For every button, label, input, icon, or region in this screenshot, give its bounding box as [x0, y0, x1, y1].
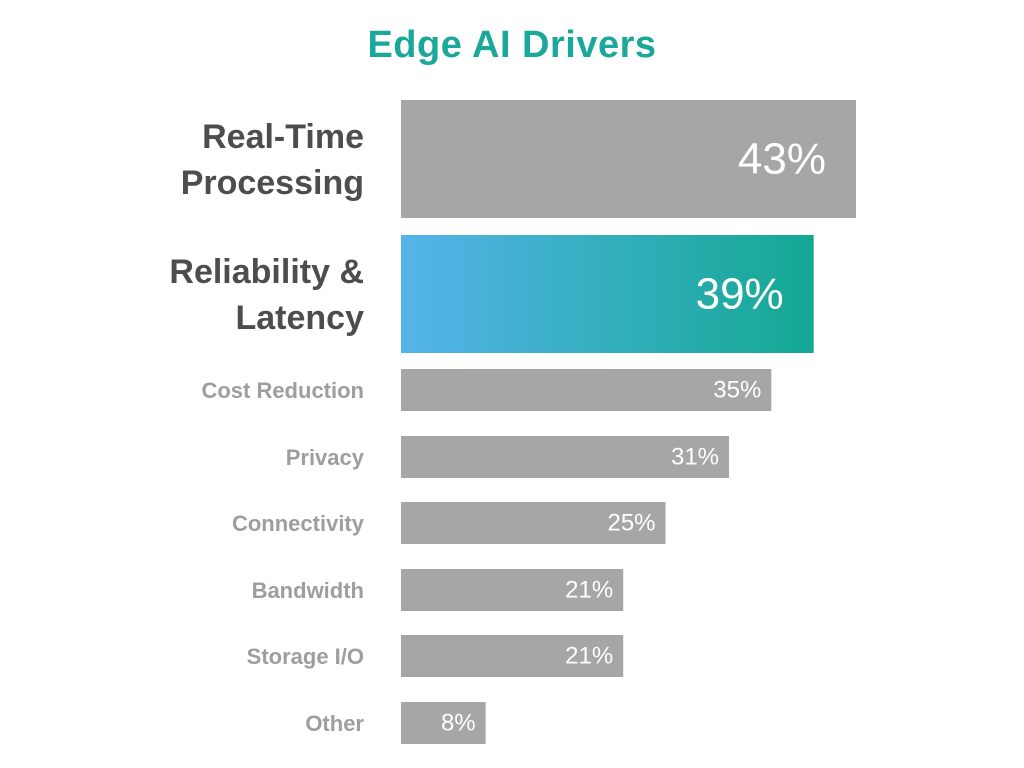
value-label-reliability-latency: 39% [696, 270, 784, 319]
category-label-other: Other [305, 711, 364, 736]
category-label-privacy: Privacy [286, 445, 365, 470]
category-label-reliability-latency: Reliability & Latency [169, 253, 364, 337]
category-label-bandwidth: Bandwidth [252, 578, 364, 603]
bar-bandwidth [401, 569, 624, 611]
bar-cost-reduction [401, 369, 772, 411]
value-label-privacy: 31% [671, 444, 719, 471]
bar-storage-i-o [401, 635, 624, 677]
value-label-cost-reduction: 35% [713, 377, 761, 404]
value-label-real-time-processing: 43% [738, 135, 826, 184]
chart-title: Edge AI Drivers [367, 24, 657, 66]
value-label-storage-i-o: 21% [565, 643, 613, 670]
value-label-other: 8% [441, 710, 476, 737]
bar-other [401, 702, 486, 744]
category-label-connectivity: Connectivity [232, 511, 365, 536]
value-label-connectivity: 25% [607, 510, 655, 537]
value-label-bandwidth: 21% [565, 577, 613, 604]
bar-connectivity [401, 502, 666, 544]
bar-privacy [401, 436, 730, 478]
category-label-real-time-processing: Real-Time Processing [181, 118, 364, 202]
bar-reliability-latency [401, 235, 814, 353]
category-label-storage-i-o: Storage I/O [247, 644, 364, 669]
bar-real-time-processing [401, 100, 856, 218]
bars-layer: 43% Real-Time Processing 39% Reliability & La… [169, 100, 856, 744]
category-label-cost-reduction: Cost Reduction [201, 378, 364, 403]
